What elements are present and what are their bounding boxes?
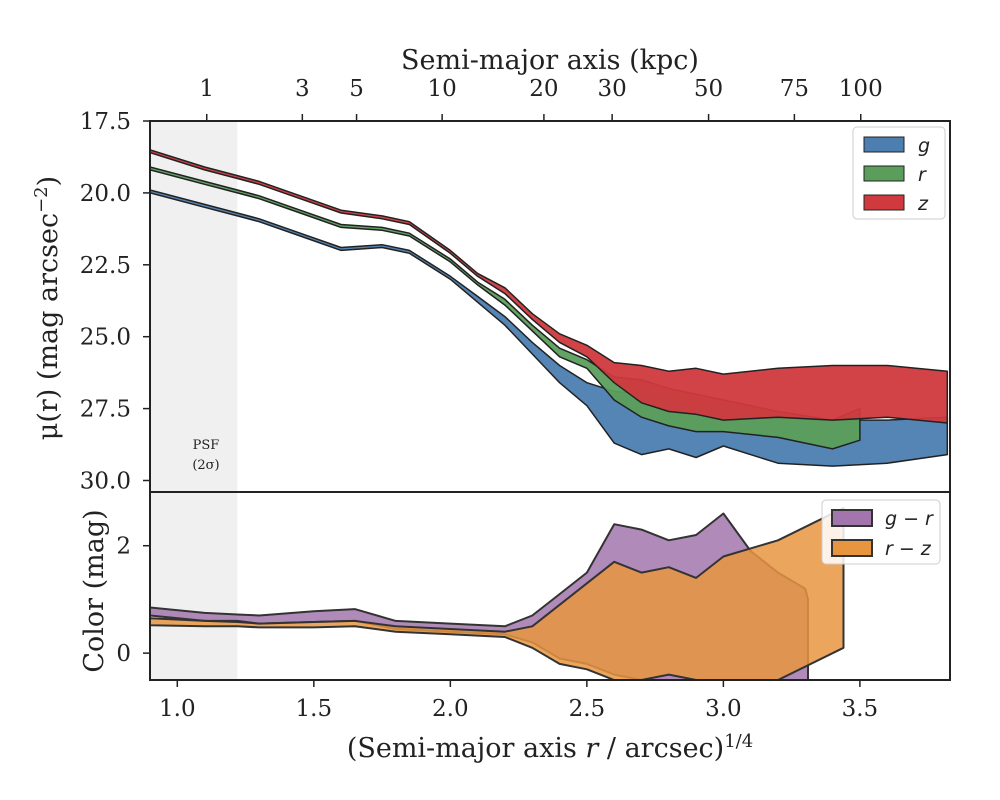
bottom-y-tick-label: 2 (116, 534, 131, 560)
color-bands (150, 507, 845, 680)
x-tick-label: 1.0 (159, 696, 196, 722)
legend-swatch-g-r (831, 509, 873, 527)
top-y-tick-label: 20.0 (80, 181, 131, 207)
top-y-tick-label: 27.5 (80, 397, 131, 423)
x-tick-label: 2.0 (432, 696, 469, 722)
top-x-tick-label: 10 (427, 76, 456, 102)
top-x-tick-label: 50 (694, 76, 723, 102)
axis-ticks: 1.0 1.5 2.0 2.5 3.0 3.51 3 5 10 20 30 50 75 10017.520… (80, 76, 883, 722)
legend-bottom: g − r r − z (821, 499, 941, 565)
top-x-tick-label: 30 (598, 76, 627, 102)
top-axis-title: Semi-major axis (kpc) (401, 45, 699, 76)
top-y-tick-label: 22.5 (80, 253, 131, 279)
top-y-axis-title: μ(r) (mag arcsec−2) (31, 176, 65, 440)
top-x-tick-label: 3 (295, 76, 310, 102)
band-r-z (150, 507, 845, 680)
psf-region-bottom (150, 492, 238, 680)
top-y-tick-label: 30.0 (80, 468, 131, 494)
legend-swatch-g (863, 136, 905, 153)
legend-label-g-r: g − r (885, 508, 934, 530)
legend-label-r: r (918, 164, 927, 186)
legend-swatch-r (863, 165, 905, 182)
top-y-tick-label: 25.0 (80, 325, 131, 351)
band-g (150, 189, 949, 467)
top-x-tick-label: 1 (199, 76, 214, 102)
top-x-tick-label: 20 (529, 76, 558, 102)
psf-sigma-label: (2σ) (192, 458, 219, 473)
bottom-y-axis-title: Color (mag) (79, 509, 110, 672)
legend-top: g r z (852, 126, 946, 220)
legend-swatch-r-z (831, 539, 873, 557)
top-x-tick-label: 100 (839, 76, 883, 102)
legend-label-z: z (917, 193, 929, 215)
bottom-y-tick-label: 0 (116, 641, 131, 667)
bottom-panel-frame (149, 491, 951, 681)
psf-region-top (150, 121, 238, 492)
x-tick-label: 2.5 (569, 696, 606, 722)
x-tick-label: 3.5 (842, 696, 879, 722)
legend-label-g: g (918, 135, 930, 157)
legend-label-r-z: r − z (885, 538, 932, 560)
surface-brightness-bands (150, 149, 949, 467)
x-tick-label: 1.5 (296, 696, 333, 722)
top-x-tick-label: 75 (780, 76, 809, 102)
band-z (150, 149, 949, 424)
x-axis-title: (Semi-major axis r / arcsec)1/4 (347, 731, 753, 765)
band-r (150, 166, 861, 450)
psf-label: PSF (193, 438, 220, 453)
top-x-tick-label: 5 (349, 76, 364, 102)
x-tick-label: 3.0 (705, 696, 742, 722)
top-y-tick-label: 17.5 (80, 109, 131, 135)
legend-swatch-z (863, 194, 905, 211)
